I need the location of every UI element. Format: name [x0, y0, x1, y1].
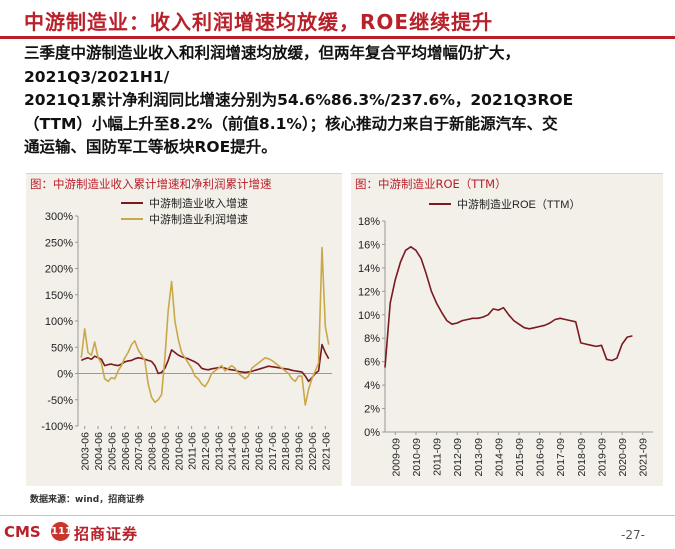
x-tick-label: 2016-09 — [535, 438, 547, 477]
x-tick-label: 2013-09 — [473, 438, 485, 477]
y-tick-label: 10% — [358, 310, 380, 322]
x-tick-label: 2010-09 — [411, 438, 423, 477]
body-line: 三季度中游制造业收入和利润增速均放缓，但两年复合平均增幅仍扩大， — [24, 44, 521, 62]
x-tick-label: 2005-06 — [106, 432, 118, 471]
x-tick-label: 2012-06 — [200, 432, 212, 471]
y-tick-label: -50% — [47, 395, 73, 407]
x-tick-label: 2014-09 — [493, 438, 505, 477]
y-tick-label: 200% — [45, 264, 73, 276]
y-tick-label: 300% — [45, 211, 73, 223]
y-tick-label: 12% — [358, 286, 380, 298]
x-tick-label: 2007-06 — [133, 432, 145, 471]
x-tick-label: 2010-06 — [173, 432, 185, 471]
y-tick-label: 14% — [358, 263, 380, 275]
roe-chart-title: 图：中游制造业ROE（TTM） — [355, 177, 507, 191]
company-logo-badge: 111 — [51, 522, 72, 541]
x-tick-label: 2008-06 — [147, 432, 159, 471]
x-tick-label: 2018-06 — [280, 432, 292, 471]
y-tick-label: 50% — [51, 342, 73, 354]
legend-label: 中游制造业利润增速 — [149, 212, 248, 226]
y-tick-label: 6% — [364, 357, 380, 369]
x-tick-label: 2016-06 — [253, 432, 265, 471]
data-source-note: 数据来源：wind，招商证券 — [30, 495, 145, 505]
y-tick-label: 0% — [364, 427, 380, 439]
x-tick-label: 2013-06 — [213, 432, 225, 471]
x-tick-label: 2011-06 — [187, 432, 199, 470]
x-tick-label: 2017-09 — [555, 438, 567, 477]
x-tick-label: 2019-09 — [596, 438, 608, 477]
y-tick-label: 16% — [358, 239, 380, 251]
y-tick-label: 2% — [364, 404, 380, 416]
y-tick-label: 4% — [364, 380, 380, 392]
body-line: 2021Q3/2021H1/ — [24, 67, 170, 86]
series-line — [80, 246, 330, 406]
y-tick-label: 250% — [45, 237, 73, 249]
x-tick-label: 2009-06 — [160, 432, 172, 471]
roe-chart-panel: 图：中游制造业ROE（TTM） 0% 2% 4% 6% 8% 10% 12% 14% 16% 18… — [351, 173, 663, 486]
y-tick-label: 8% — [364, 333, 380, 345]
company-logo-text: CMS — [4, 523, 41, 541]
x-tick-label: 2020-06 — [307, 432, 319, 471]
growth-chart: -100% -50% 0% 50% 100% 150% 200% 250% 300% 2003-0… — [41, 196, 332, 471]
title-divider — [0, 36, 675, 39]
x-tick-label: 2006-06 — [120, 432, 132, 471]
series-line — [80, 343, 330, 383]
body-line: （TTM）小幅上升至8.2%（前值8.1%）；核心推动力来自于新能源汽车、交 — [24, 114, 558, 133]
roe-chart: 0% 2% 4% 6% 8% 10% 12% 14% 16% 18% 2009-09 2010-09 2… — [358, 197, 653, 477]
x-tick-label: 2021-06 — [320, 432, 332, 471]
x-tick-label: 2011-09 — [432, 438, 444, 476]
slide-body-text: 三季度中游制造业收入和利润增速均放缓，但两年复合平均增幅仍扩大， 2021Q3/… — [24, 42, 664, 160]
x-tick-label: 2018-09 — [576, 438, 588, 477]
x-tick-label: 2012-09 — [452, 438, 464, 477]
legend-label: 中游制造业收入增速 — [149, 196, 248, 210]
y-tick-label: 18% — [358, 216, 380, 228]
body-line: 通运输、国防军工等板块ROE提升。 — [24, 138, 277, 156]
y-tick-label: 150% — [45, 290, 73, 302]
company-logo-name: 招商证券 — [74, 525, 139, 543]
y-tick-label: -100% — [41, 421, 73, 433]
x-tick-label: 2015-09 — [514, 438, 526, 477]
x-tick-label: 2017-06 — [267, 432, 279, 471]
y-tick-label: 0% — [57, 369, 73, 381]
x-tick-label: 2019-06 — [294, 432, 306, 471]
slide-title: 中游制造业：收入利润增速均放缓，ROE继续提升 — [24, 10, 494, 34]
legend-label: 中游制造业ROE（TTM） — [457, 197, 580, 211]
x-tick-label: 2004-06 — [93, 432, 105, 471]
growth-chart-title: 图：中游制造业收入累计增速和净利润累计增速 — [30, 177, 272, 191]
footer-divider — [0, 515, 675, 516]
x-tick-label: 2003-06 — [80, 432, 92, 471]
series-line — [384, 245, 633, 368]
growth-chart-panel: 图：中游制造业收入累计增速和净利润累计增速 -100% -50% 0% 50% 100%… — [26, 173, 342, 486]
x-tick-label: 2014-06 — [227, 432, 239, 471]
x-tick-label: 2021-09 — [638, 438, 650, 477]
x-tick-label: 2015-06 — [240, 432, 252, 471]
y-tick-label: 100% — [45, 316, 73, 328]
page-number: -27- — [621, 528, 645, 542]
body-line: 2021Q1累计净利润同比增速分别为54.6%86.3%/237.6%，2021… — [24, 91, 574, 109]
x-tick-label: 2020-09 — [617, 438, 629, 477]
x-tick-label: 2009-09 — [390, 438, 402, 477]
